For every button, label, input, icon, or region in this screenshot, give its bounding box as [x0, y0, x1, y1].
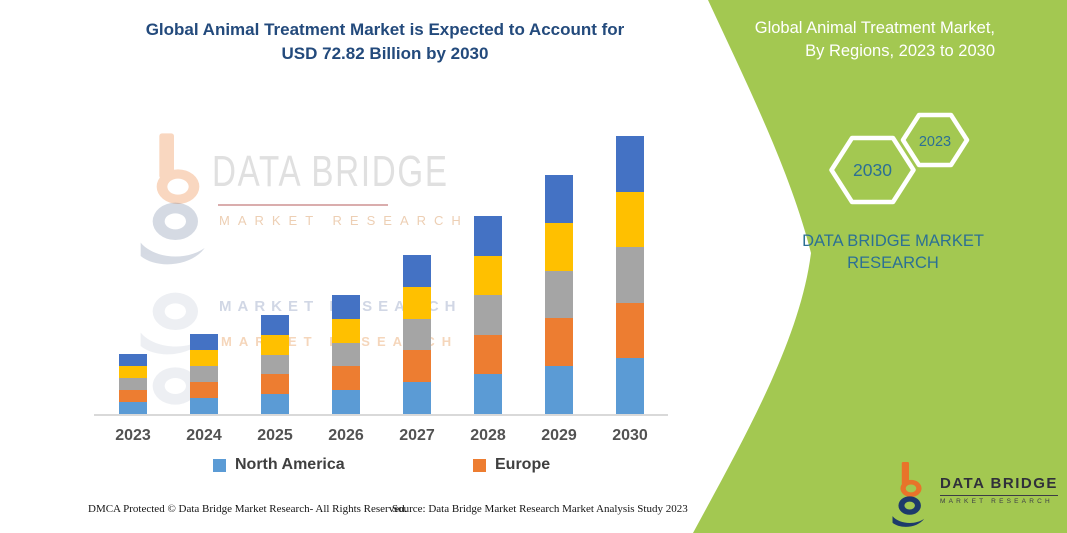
watermark-name: DATA BRIDGE	[212, 148, 449, 197]
x-label-2030: 2030	[612, 427, 648, 444]
dbmr-logo-name: DATA BRIDGE	[940, 475, 1058, 492]
bar-segment-europe	[616, 302, 644, 359]
hexagon-2030-label: 2030	[853, 160, 892, 180]
dbmr-logo-mark-icon	[892, 462, 925, 527]
dbmr-logo-rule	[940, 495, 1058, 496]
x-label-2024: 2024	[186, 427, 222, 444]
hexagon-2030: 2030	[829, 135, 916, 205]
dbmr-logo-ghost-icon	[140, 133, 205, 265]
legend-item-europe: Europe	[473, 456, 550, 474]
dbmr-logo-text: DATA BRIDGE MARKET RESEARCH	[940, 475, 1058, 505]
bar-segment-unlabeled-darkblue	[616, 136, 644, 192]
source-note: Source: Data Bridge Market Research Mark…	[392, 503, 688, 515]
bar-segment-unlabeled-gray	[403, 318, 431, 351]
bars-layer	[97, 130, 665, 414]
bar-segment-north-america	[261, 394, 289, 414]
panel-header-line2: By Regions, 2023 to 2030	[805, 42, 995, 60]
bar-segment-europe	[545, 318, 573, 367]
dmca-note: DMCA Protected © Data Bridge Market Rese…	[88, 503, 408, 515]
chart-title: Global Animal Treatment Market is Expect…	[60, 18, 710, 66]
bar-segment-unlabeled-gray	[545, 270, 573, 319]
bar-2023	[119, 354, 147, 414]
watermark-underline	[218, 204, 388, 206]
bar-segment-north-america	[190, 398, 218, 414]
watermark-subtitle: MARKET RESEARCH	[219, 213, 469, 228]
bar-segment-unlabeled-darkblue	[261, 315, 289, 335]
bar-segment-unlabeled-gray	[190, 366, 218, 382]
bar-segment-europe	[403, 350, 431, 383]
bar-segment-north-america	[119, 402, 147, 414]
panel-header: Global Animal Treatment Market, By Regio…	[635, 17, 1067, 63]
bar-segment-unlabeled-gray	[261, 354, 289, 375]
x-label-2023: 2023	[115, 427, 151, 444]
legend-item-north-america: North America	[213, 456, 345, 474]
bar-segment-europe	[190, 382, 218, 398]
x-axis-labels: 2023 2024 2025 2026 2027 2028 2029 2030	[97, 427, 665, 447]
bar-segment-north-america	[616, 358, 644, 414]
bar-segment-europe	[261, 374, 289, 395]
bar-segment-europe	[119, 390, 147, 402]
bar-segment-unlabeled-gray	[119, 378, 147, 390]
bar-segment-unlabeled-yellow	[119, 366, 147, 378]
bar-segment-unlabeled-darkblue	[119, 354, 147, 366]
bar-segment-unlabeled-darkblue	[545, 175, 573, 223]
x-label-2029: 2029	[541, 427, 577, 444]
legend-label-europe: Europe	[495, 456, 551, 473]
hexagon-2023: 2023	[900, 112, 970, 168]
bar-2024	[190, 334, 218, 414]
bar-segment-unlabeled-yellow	[332, 318, 360, 343]
bar-2028	[474, 216, 502, 414]
bar-2029	[545, 175, 573, 414]
bar-2026	[332, 295, 360, 414]
bar-segment-unlabeled-gray	[474, 295, 502, 335]
bar-segment-unlabeled-darkblue	[474, 216, 502, 256]
panel-header-line1: Global Animal Treatment Market,	[754, 19, 995, 37]
panel-brand-line1: DATA BRIDGE MARKET	[802, 232, 984, 250]
bar-segment-unlabeled-darkblue	[190, 334, 218, 350]
bar-segment-unlabeled-yellow	[190, 350, 218, 366]
bar-segment-north-america	[545, 366, 573, 414]
x-axis-line	[94, 414, 668, 416]
bar-segment-europe	[474, 334, 502, 375]
bar-segment-unlabeled-darkblue	[403, 255, 431, 287]
bar-segment-unlabeled-yellow	[474, 255, 502, 296]
bar-segment-unlabeled-yellow	[616, 191, 644, 248]
bar-segment-unlabeled-yellow	[403, 286, 431, 319]
hexagon-2023-label: 2023	[919, 134, 951, 150]
x-label-2027: 2027	[399, 427, 435, 444]
bar-2025	[261, 315, 289, 414]
legend-marker-north-america	[213, 458, 226, 472]
bar-segment-unlabeled-gray	[616, 247, 644, 303]
legend-marker-europe	[473, 458, 486, 472]
bar-segment-unlabeled-yellow	[261, 334, 289, 355]
dbmr-logo-ghost-repeat-icon	[140, 292, 205, 405]
x-label-2028: 2028	[470, 427, 506, 444]
bar-segment-unlabeled-darkblue	[332, 295, 360, 319]
bar-segment-unlabeled-gray	[332, 342, 360, 367]
chart-title-line1: Global Animal Treatment Market is Expect…	[145, 20, 625, 39]
hexagon-badges: 2030 2023	[829, 112, 970, 205]
bar-segment-europe	[332, 366, 360, 391]
panel-brand-text: DATA BRIDGE MARKET RESEARCH	[793, 230, 993, 274]
bar-segment-north-america	[474, 374, 502, 414]
legend-label-north-america: North America	[235, 456, 345, 473]
dbmr-logo: DATA BRIDGE MARKET RESEARCH	[890, 462, 1058, 528]
bar-segment-north-america	[403, 382, 431, 414]
bar-segment-north-america	[332, 390, 360, 414]
bar-2030	[616, 136, 644, 414]
x-label-2026: 2026	[328, 427, 364, 444]
chart-title-line2: USD 72.82 Billion by 2030	[281, 44, 489, 63]
panel-brand-line2: RESEARCH	[847, 254, 939, 272]
bar-segment-unlabeled-yellow	[545, 222, 573, 271]
bar-2027	[403, 255, 431, 414]
x-label-2025: 2025	[257, 427, 293, 444]
dbmr-logo-subtitle: MARKET RESEARCH	[940, 498, 1053, 505]
